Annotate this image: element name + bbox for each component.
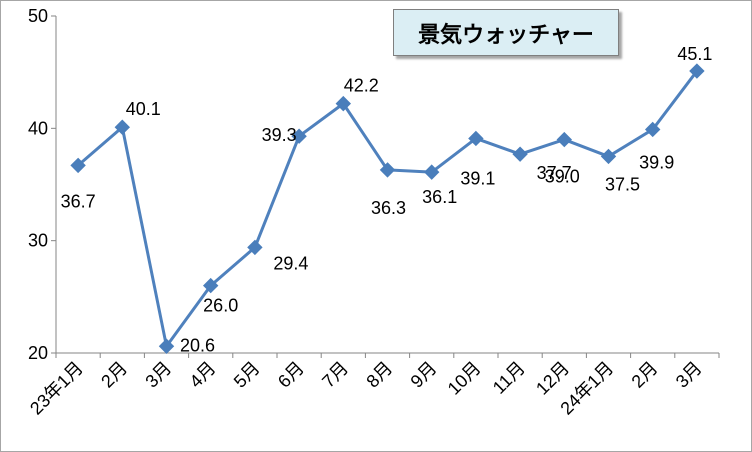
data-label: 39.0 — [545, 167, 580, 187]
data-label: 20.6 — [180, 335, 215, 355]
data-point — [70, 157, 86, 174]
data-label: 37.5 — [605, 174, 640, 194]
x-tick-label: 2月 — [628, 358, 662, 392]
data-point — [379, 162, 396, 178]
x-tick-label: 6月 — [274, 358, 308, 392]
data-point — [512, 146, 528, 162]
y-tick-label: 50 — [28, 6, 48, 26]
data-label: 39.1 — [460, 168, 495, 188]
data-label: 42.2 — [344, 76, 379, 96]
data-label: 40.1 — [126, 99, 161, 119]
x-tick-label: 5月 — [230, 358, 264, 392]
x-tick-label: 9月 — [407, 358, 441, 392]
x-tick-label: 2月 — [97, 358, 131, 392]
data-point — [644, 121, 661, 138]
data-point — [291, 128, 307, 144]
data-point — [158, 338, 175, 354]
x-tick-label: 3月 — [141, 358, 175, 392]
x-tick-label: 10月 — [444, 358, 485, 399]
x-tick-label: 7月 — [318, 358, 352, 392]
data-point — [247, 239, 263, 256]
x-tick-label: 3月 — [672, 358, 706, 392]
data-point — [600, 148, 617, 165]
data-point — [423, 164, 440, 180]
y-tick-label: 30 — [28, 231, 48, 251]
data-label: 39.9 — [639, 152, 674, 172]
data-label: 36.3 — [371, 198, 406, 218]
y-tick-label: 40 — [28, 118, 48, 138]
data-label: 37.7 — [537, 163, 572, 183]
data-label: 36.1 — [422, 187, 457, 207]
x-tick-label: 11月 — [489, 358, 529, 398]
y-tick-label: 20 — [28, 343, 48, 363]
data-point — [468, 130, 484, 147]
x-tick-label: 8月 — [362, 358, 396, 392]
data-label: 45.1 — [677, 44, 712, 64]
x-tick-label: 23年1月 — [26, 358, 87, 419]
data-label: 26.0 — [203, 296, 238, 316]
data-point — [556, 131, 573, 148]
data-point — [335, 95, 352, 112]
x-tick-label: 4月 — [186, 358, 220, 392]
data-label: 29.4 — [273, 253, 308, 273]
data-point — [114, 119, 131, 135]
data-label: 36.7 — [61, 191, 96, 211]
data-point — [202, 277, 219, 294]
data-label: 39.3 — [262, 125, 297, 145]
data-point — [689, 63, 705, 79]
chart-title: 景気ウォッチャー — [393, 9, 619, 56]
